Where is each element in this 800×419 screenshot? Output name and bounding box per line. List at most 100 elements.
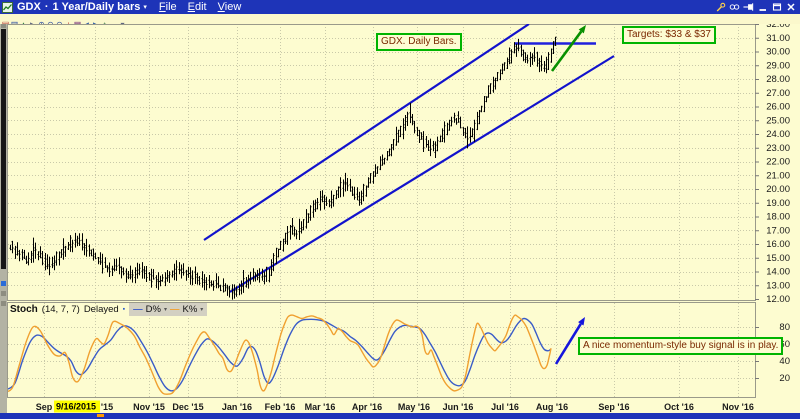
zoom-reset-button[interactable]: ⊙ <box>55 20 64 24</box>
date-tick-label: Nov '16 <box>722 402 754 412</box>
channel-lower-line[interactable] <box>229 55 615 293</box>
bar-style-button[interactable]: ▥ <box>10 20 19 24</box>
pointer-tool-button[interactable]: ► <box>28 20 37 24</box>
chart-window-icon <box>2 1 13 13</box>
drawing-toolbar: ▤▥▲►⊕⊖⊙+▦◄►↕↔▾ <box>0 14 800 24</box>
k-line-caret-icon[interactable]: ▾ <box>200 307 204 313</box>
price-tick-label: 22.00 <box>766 157 790 168</box>
pane-tool-icon[interactable] <box>1 291 6 296</box>
crosshair-button[interactable]: + <box>64 20 73 24</box>
close-button[interactable] <box>785 2 796 13</box>
left-scrollbar[interactable] <box>0 24 7 419</box>
price-tick-label: 24.00 <box>766 129 790 140</box>
price-tick-label: 26.00 <box>766 102 790 113</box>
price-tick-label: 20.00 <box>766 184 790 195</box>
scrollbar-top-button[interactable] <box>1 24 6 28</box>
symbol-label[interactable]: GDX <box>17 1 41 13</box>
annotation-targets[interactable]: Targets: $33 & $37 <box>622 26 716 44</box>
annotation-buy-signal[interactable]: A nice momentum-style buy signal is in p… <box>578 337 784 355</box>
date-tick-label: Dec '15 <box>172 402 203 412</box>
crosshair-date-highlight <box>54 400 100 413</box>
channel-upper-line[interactable] <box>203 24 530 241</box>
zoom-out-button[interactable]: ⊖ <box>46 20 55 24</box>
date-tick-label: '15 <box>101 402 113 412</box>
price-axis-labels: 32.00 31.00 30.00 29.00 28.00 27.00 26.00 25.00… <box>755 19 790 305</box>
date-tick-label: Apr '16 <box>352 402 382 412</box>
date-tick-label: Nov '15 <box>133 402 165 412</box>
k-line-swatch-icon: — <box>169 304 180 315</box>
price-tick-label: 21.00 <box>766 170 790 181</box>
menu-edit[interactable]: Edit <box>187 1 207 13</box>
date-tick-label: Sep '16 <box>598 402 629 412</box>
scroll-position-marker[interactable] <box>97 414 104 417</box>
price-tick-label: 27.00 <box>766 88 790 99</box>
zoom-in-button[interactable]: ⊕ <box>37 20 46 24</box>
date-tick-label: Mar '16 <box>305 402 336 412</box>
pane-sparkle-icon[interactable] <box>1 281 6 286</box>
price-tick-label: 32.00 <box>766 19 790 30</box>
price-tick-label: 16.00 <box>766 239 790 250</box>
price-bars <box>9 36 557 300</box>
window-controls <box>715 2 796 13</box>
menu-file[interactable]: File <box>158 1 177 13</box>
pane-tool-icon[interactable] <box>1 301 6 306</box>
new-chart-button[interactable]: ▤ <box>1 20 10 24</box>
timeframe-caret-icon[interactable]: ▾ <box>143 4 147 11</box>
d-line-label[interactable]: D% <box>145 304 161 315</box>
price-tick-label: 23.00 <box>766 143 790 154</box>
price-tick-label: 25.00 <box>766 115 790 126</box>
price-tick-label: 18.00 <box>766 212 790 223</box>
stoch-label[interactable]: Stoch <box>10 304 38 315</box>
area-style-button[interactable]: ▲ <box>19 20 28 24</box>
price-tick-label: 15.00 <box>766 253 790 264</box>
breakout-arrow[interactable] <box>550 25 586 72</box>
delayed-marker-icon: ▪ <box>122 306 126 313</box>
date-tick-label: Sep <box>36 402 53 412</box>
scroll-forward-button[interactable]: ► <box>91 20 100 24</box>
scroll-back-button[interactable]: ◄ <box>82 20 91 24</box>
annotation-daily-bars[interactable]: GDX. Daily Bars. <box>376 33 462 51</box>
scrollbar-thumb[interactable] <box>1 29 6 269</box>
date-tick-label: Jan '16 <box>222 402 252 412</box>
stoch-legend: — D% ▾ — K% ▾ <box>129 303 208 316</box>
k-line-label[interactable]: K% <box>182 304 198 315</box>
date-tick-label: Oct '16 <box>664 402 694 412</box>
window-titlebar: GDX · 1 Year/Daily bars ▾ File Edit View <box>0 0 800 14</box>
restore-button[interactable] <box>771 2 782 13</box>
crosshair-date-label: 9/16/2015 <box>56 402 96 412</box>
date-tick-label: May '16 <box>398 402 430 412</box>
pin-window-icon[interactable] <box>743 2 754 13</box>
stoch-tick-label: 20 <box>779 373 790 384</box>
scale-horizontal-button[interactable]: ↔ <box>109 20 118 24</box>
settings-wrench-icon[interactable] <box>715 2 726 13</box>
price-tick-label: 12.00 <box>766 294 790 305</box>
timeframe-selector[interactable]: 1 Year/Daily bars <box>52 1 141 13</box>
stoch-delayed-label: Delayed <box>83 304 119 315</box>
stoch-pane-content <box>8 314 552 395</box>
link-charts-icon[interactable] <box>729 2 740 13</box>
d-percent-line <box>8 317 552 392</box>
scale-vertical-button[interactable]: ↕ <box>100 20 109 24</box>
stoch-params[interactable]: (14, 7, 7) <box>41 304 80 315</box>
price-tick-label: 19.00 <box>766 198 790 209</box>
stoch-tick-label: 60 <box>779 339 790 350</box>
tools-menu-button[interactable]: ▾ <box>118 20 127 24</box>
d-line-caret-icon[interactable]: ▾ <box>163 307 167 313</box>
menu-view[interactable]: View <box>217 1 242 13</box>
bottom-scrollbar[interactable] <box>0 413 800 419</box>
date-tick-label: Jun '16 <box>443 402 474 412</box>
price-pane-content <box>9 24 615 300</box>
menubar: File Edit View <box>159 0 241 14</box>
date-tick-label: Jul '16 <box>491 402 519 412</box>
momentum-arrow[interactable] <box>554 317 585 365</box>
minimize-button[interactable] <box>757 2 768 13</box>
k-percent-line <box>8 314 552 395</box>
d-line-swatch-icon: — <box>133 304 143 315</box>
price-tick-label: 31.00 <box>766 33 790 44</box>
price-tick-label: 17.00 <box>766 225 790 236</box>
stoch-tick-label: 40 <box>779 356 790 367</box>
indicators-button[interactable]: ▦ <box>73 20 82 24</box>
